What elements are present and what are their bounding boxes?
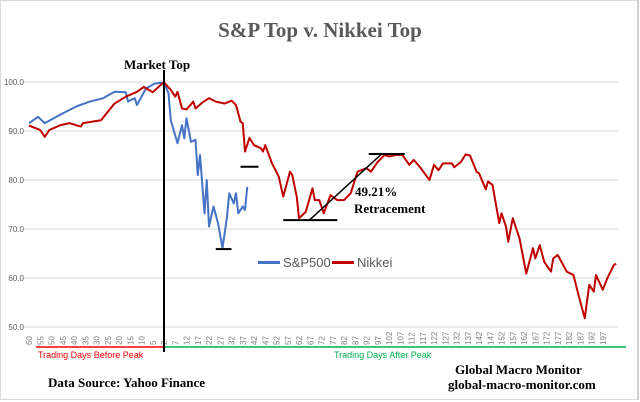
y-tick-label: 60.0 (8, 274, 24, 283)
retracement-diagonal (308, 153, 383, 221)
x-tick-label: 147 (486, 331, 495, 345)
x-tick-label: 112 (408, 332, 417, 345)
x-tick-label: 62 (295, 336, 304, 345)
x-tick-label: 12 (183, 336, 192, 345)
x-tick-label: 107 (396, 331, 405, 345)
x-tick-label: 102 (385, 331, 394, 345)
x-tick-label: 17 (194, 336, 203, 345)
x-tick-label: 132 (453, 331, 462, 345)
legend-swatch-sp500 (258, 261, 280, 264)
x-tick-label: 97 (374, 336, 383, 345)
legend-item-sp500: S&P500 (258, 255, 331, 270)
chart-title: S&P Top v. Nikkei Top (218, 18, 422, 42)
x-tick-label: 182 (565, 331, 574, 345)
x-tick-label: 30 (93, 336, 102, 345)
legend-swatch-nikkei (332, 261, 354, 264)
x-tick-label: 15 (126, 336, 135, 345)
x-tick-label: 37 (239, 336, 248, 345)
after-peak-label: Trading Days After Peak (334, 350, 432, 360)
y-tick-label: 80.0 (8, 176, 24, 185)
x-tick-label: 32 (228, 336, 237, 345)
x-tick-label: 77 (329, 336, 338, 345)
x-tick-label: 22 (205, 336, 214, 345)
series-line-nikkei (28, 81, 617, 320)
x-tick-label: 152 (498, 331, 507, 345)
x-tick-label: 67 (306, 336, 315, 345)
x-tick-label: 27 (216, 336, 225, 345)
x-tick-label: 20 (115, 336, 124, 345)
legend-label: S&P500 (283, 255, 331, 270)
x-tick-label: 162 (520, 331, 529, 345)
x-tick-label: 42 (250, 336, 259, 345)
x-tick-label: 50 (48, 336, 57, 345)
x-tick-label: 45 (59, 336, 68, 345)
x-tick-label: 167 (531, 331, 540, 345)
series-line-sp500 (28, 81, 249, 250)
x-tick-label: 87 (351, 336, 360, 345)
x-tick-label: 157 (509, 331, 518, 345)
x-tick-label: 60 (25, 336, 34, 345)
x-tick-label: 197 (599, 331, 608, 345)
market-top-label: Market Top (124, 57, 191, 72)
y-tick-label: 50.0 (8, 323, 24, 332)
brand-url: global-macro-monitor.com (448, 377, 596, 392)
retracement-percent: 49.21% (355, 184, 398, 199)
legend-item-nikkei: Nikkei (332, 255, 392, 270)
x-tick-label: 177 (554, 331, 563, 345)
x-tick-label: 127 (441, 331, 450, 345)
x-tick-label: 137 (464, 331, 473, 345)
y-tick-label: 100.0 (4, 78, 25, 87)
x-tick-label: 55 (36, 336, 45, 345)
x-tick-label: 192 (588, 331, 597, 345)
x-tick-label: 122 (430, 331, 439, 345)
x-tick-label: 117 (419, 332, 428, 345)
legend-label: Nikkei (357, 255, 393, 270)
x-tick-label: 172 (543, 331, 552, 345)
x-tick-label: 142 (475, 331, 484, 345)
x-tick-label: 25 (104, 336, 113, 345)
data-source: Data Source: Yahoo Finance (48, 375, 206, 390)
x-tick-label: 57 (284, 336, 293, 345)
x-tick-label: 187 (576, 331, 585, 345)
x-tick-label: 52 (273, 336, 282, 345)
y-tick-label: 90.0 (8, 127, 24, 136)
x-tick-label: 5 (149, 340, 158, 345)
y-tick-label: 70.0 (8, 225, 24, 234)
x-tick-label: 92 (363, 336, 372, 345)
x-tick-label: 47 (261, 336, 270, 345)
brand-name: Global Macro Monitor (455, 362, 582, 377)
x-tick-label: 72 (318, 336, 327, 345)
retracement-label: Retracement (354, 201, 426, 216)
x-tick-label: 10 (138, 336, 147, 345)
x-tick-label: 35 (81, 336, 90, 345)
before-peak-label: Trading Days Before Peak (38, 350, 144, 360)
x-tick-label: 82 (340, 336, 349, 345)
x-tick-label: 40 (70, 336, 79, 345)
x-tick-label: 7 (171, 340, 180, 345)
